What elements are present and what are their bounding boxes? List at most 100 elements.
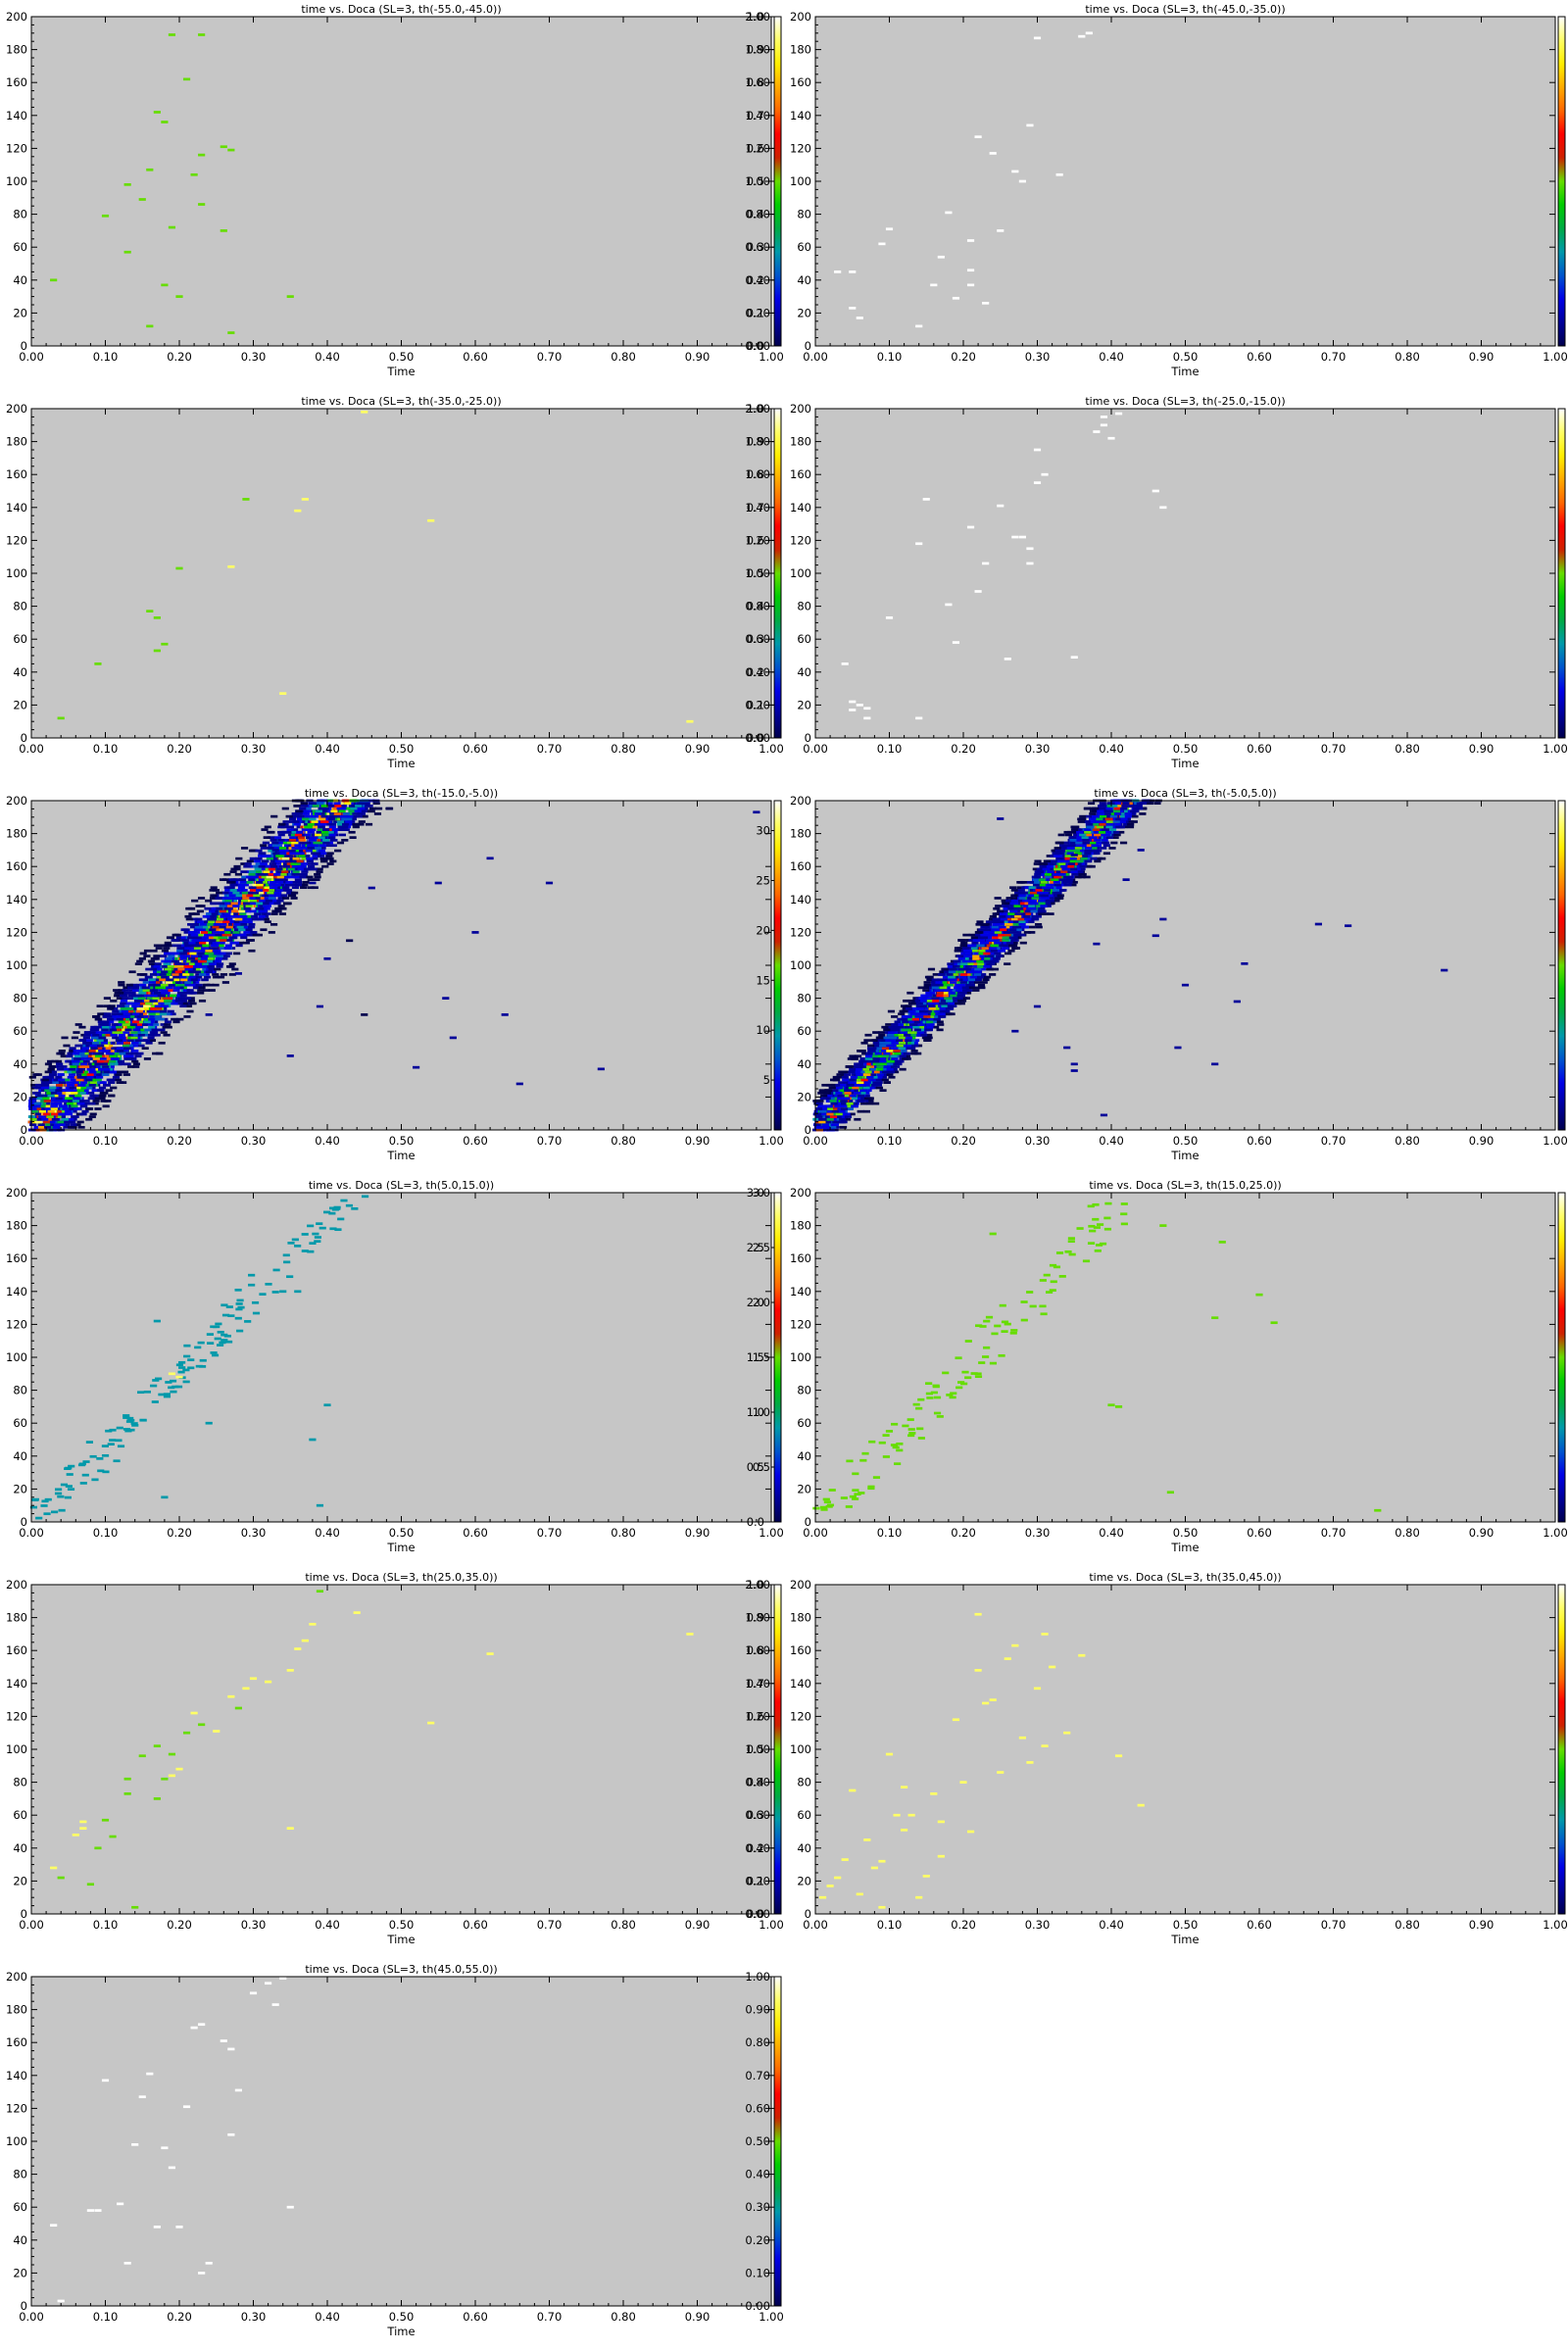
heatmap-cell xyxy=(128,991,136,995)
heatmap-cell xyxy=(189,952,197,956)
heatmap-cell xyxy=(142,989,150,992)
x-tick-label: 0.40 xyxy=(315,350,340,364)
heatmap-cell xyxy=(194,986,202,990)
heatmap-cell xyxy=(229,936,237,940)
heatmap-cell xyxy=(329,805,337,808)
heatmap-cell xyxy=(385,807,393,810)
heatmap-cell xyxy=(352,802,360,806)
heatmap-cell xyxy=(358,812,366,815)
heatmap-cell xyxy=(354,809,362,813)
colorbar-tick-label: 1.00 xyxy=(745,174,770,188)
heatmap-cell xyxy=(132,997,141,1000)
y-tick-label: 200 xyxy=(6,402,27,416)
heatmap-cell xyxy=(219,909,226,913)
heatmap-cell xyxy=(1152,489,1159,493)
heatmap-cell xyxy=(298,838,306,842)
heatmap-cell xyxy=(94,1081,102,1084)
heatmap-cell xyxy=(279,894,287,898)
heatmap-cell xyxy=(841,1094,849,1098)
heatmap-cell xyxy=(122,1050,129,1053)
heatmap-cell xyxy=(143,1057,152,1060)
heatmap-cell xyxy=(146,324,154,328)
heatmap-cell xyxy=(273,902,281,906)
heatmap-cell xyxy=(413,1065,420,1069)
heatmap-cell xyxy=(836,1089,844,1093)
heatmap-cell xyxy=(111,1017,119,1021)
heatmap-cell xyxy=(240,899,249,903)
heatmap-cell xyxy=(53,1120,61,1124)
heatmap-cell xyxy=(57,1092,65,1095)
heatmap-cell xyxy=(50,1102,58,1105)
heatmap-cell xyxy=(228,891,236,895)
heatmap-cell xyxy=(302,812,311,815)
heatmap-cell xyxy=(65,1112,74,1116)
heatmap-cell xyxy=(486,857,494,860)
heatmap-cell xyxy=(240,936,248,940)
heatmap-cell xyxy=(149,1009,157,1013)
heatmap-cell xyxy=(29,1107,37,1110)
heatmap-cell xyxy=(209,897,218,900)
heatmap-cell xyxy=(831,1109,839,1113)
heatmap-cell xyxy=(75,1073,84,1076)
heatmap-cell xyxy=(173,933,181,937)
heatmap-cell xyxy=(89,1094,97,1098)
heatmap-cell xyxy=(242,941,250,945)
heatmap-cell xyxy=(197,959,205,963)
heatmap-cell xyxy=(132,1062,141,1066)
heatmap-cell xyxy=(112,1009,120,1013)
x-tick-label: 0.60 xyxy=(1247,742,1272,756)
heatmap-cell xyxy=(148,1012,156,1016)
heatmap-cell xyxy=(254,867,262,871)
heatmap-cell xyxy=(74,1044,82,1048)
heatmap-cell xyxy=(230,902,238,906)
heatmap-cell xyxy=(222,920,230,923)
heatmap-cell xyxy=(262,886,270,890)
heatmap-cell xyxy=(276,849,284,853)
heatmap-cell xyxy=(118,989,125,992)
heatmap-cell xyxy=(158,1028,166,1032)
heatmap-cell xyxy=(87,1054,96,1058)
heatmap-cell xyxy=(101,214,110,218)
heatmap-cell xyxy=(105,1089,113,1093)
heatmap-cell xyxy=(57,716,65,720)
heatmap-cell xyxy=(347,812,355,815)
heatmap-cell xyxy=(129,983,137,987)
heatmap-cell xyxy=(828,1092,836,1095)
heatmap-cell xyxy=(103,1004,111,1008)
heatmap-cell xyxy=(85,1078,93,1082)
heatmap-cell xyxy=(117,1012,124,1016)
heatmap-cell xyxy=(246,859,254,863)
heatmap-cell xyxy=(154,1015,162,1018)
heatmap-cell xyxy=(152,970,161,974)
heatmap-cell xyxy=(183,1015,191,1018)
heatmap-cell xyxy=(126,1054,134,1058)
heatmap-cell xyxy=(185,965,193,968)
x-tick-label: 0.10 xyxy=(93,350,119,364)
heatmap-cell xyxy=(179,975,187,979)
heatmap-cell xyxy=(58,1081,67,1084)
heatmap-cell xyxy=(325,855,333,858)
heatmap-cell xyxy=(186,989,194,992)
heatmap-cell xyxy=(195,983,203,987)
colorbar-tick-label: 0.20 xyxy=(745,698,770,711)
heatmap-cell xyxy=(93,1044,101,1048)
heatmap-cell xyxy=(342,822,350,826)
heatmap-cell xyxy=(309,881,317,885)
heatmap-cell xyxy=(98,1050,106,1053)
heatmap-cell xyxy=(292,849,300,853)
heatmap-cell xyxy=(282,830,290,834)
heatmap-cell xyxy=(109,1028,117,1032)
heatmap-cell xyxy=(236,889,244,892)
heatmap-cell xyxy=(251,849,259,853)
heatmap-cell xyxy=(207,983,215,987)
heatmap-cell xyxy=(64,1097,73,1101)
heatmap-cell xyxy=(300,802,309,806)
heatmap-cell xyxy=(271,909,279,913)
heatmap-cell xyxy=(252,933,260,937)
heatmap-cell xyxy=(854,1078,862,1082)
heatmap-cell xyxy=(159,1009,168,1013)
heatmap-cell xyxy=(78,1092,86,1095)
heatmap-cell xyxy=(212,952,220,956)
heatmap-cell xyxy=(189,947,197,950)
heatmap-cell xyxy=(139,1020,147,1024)
